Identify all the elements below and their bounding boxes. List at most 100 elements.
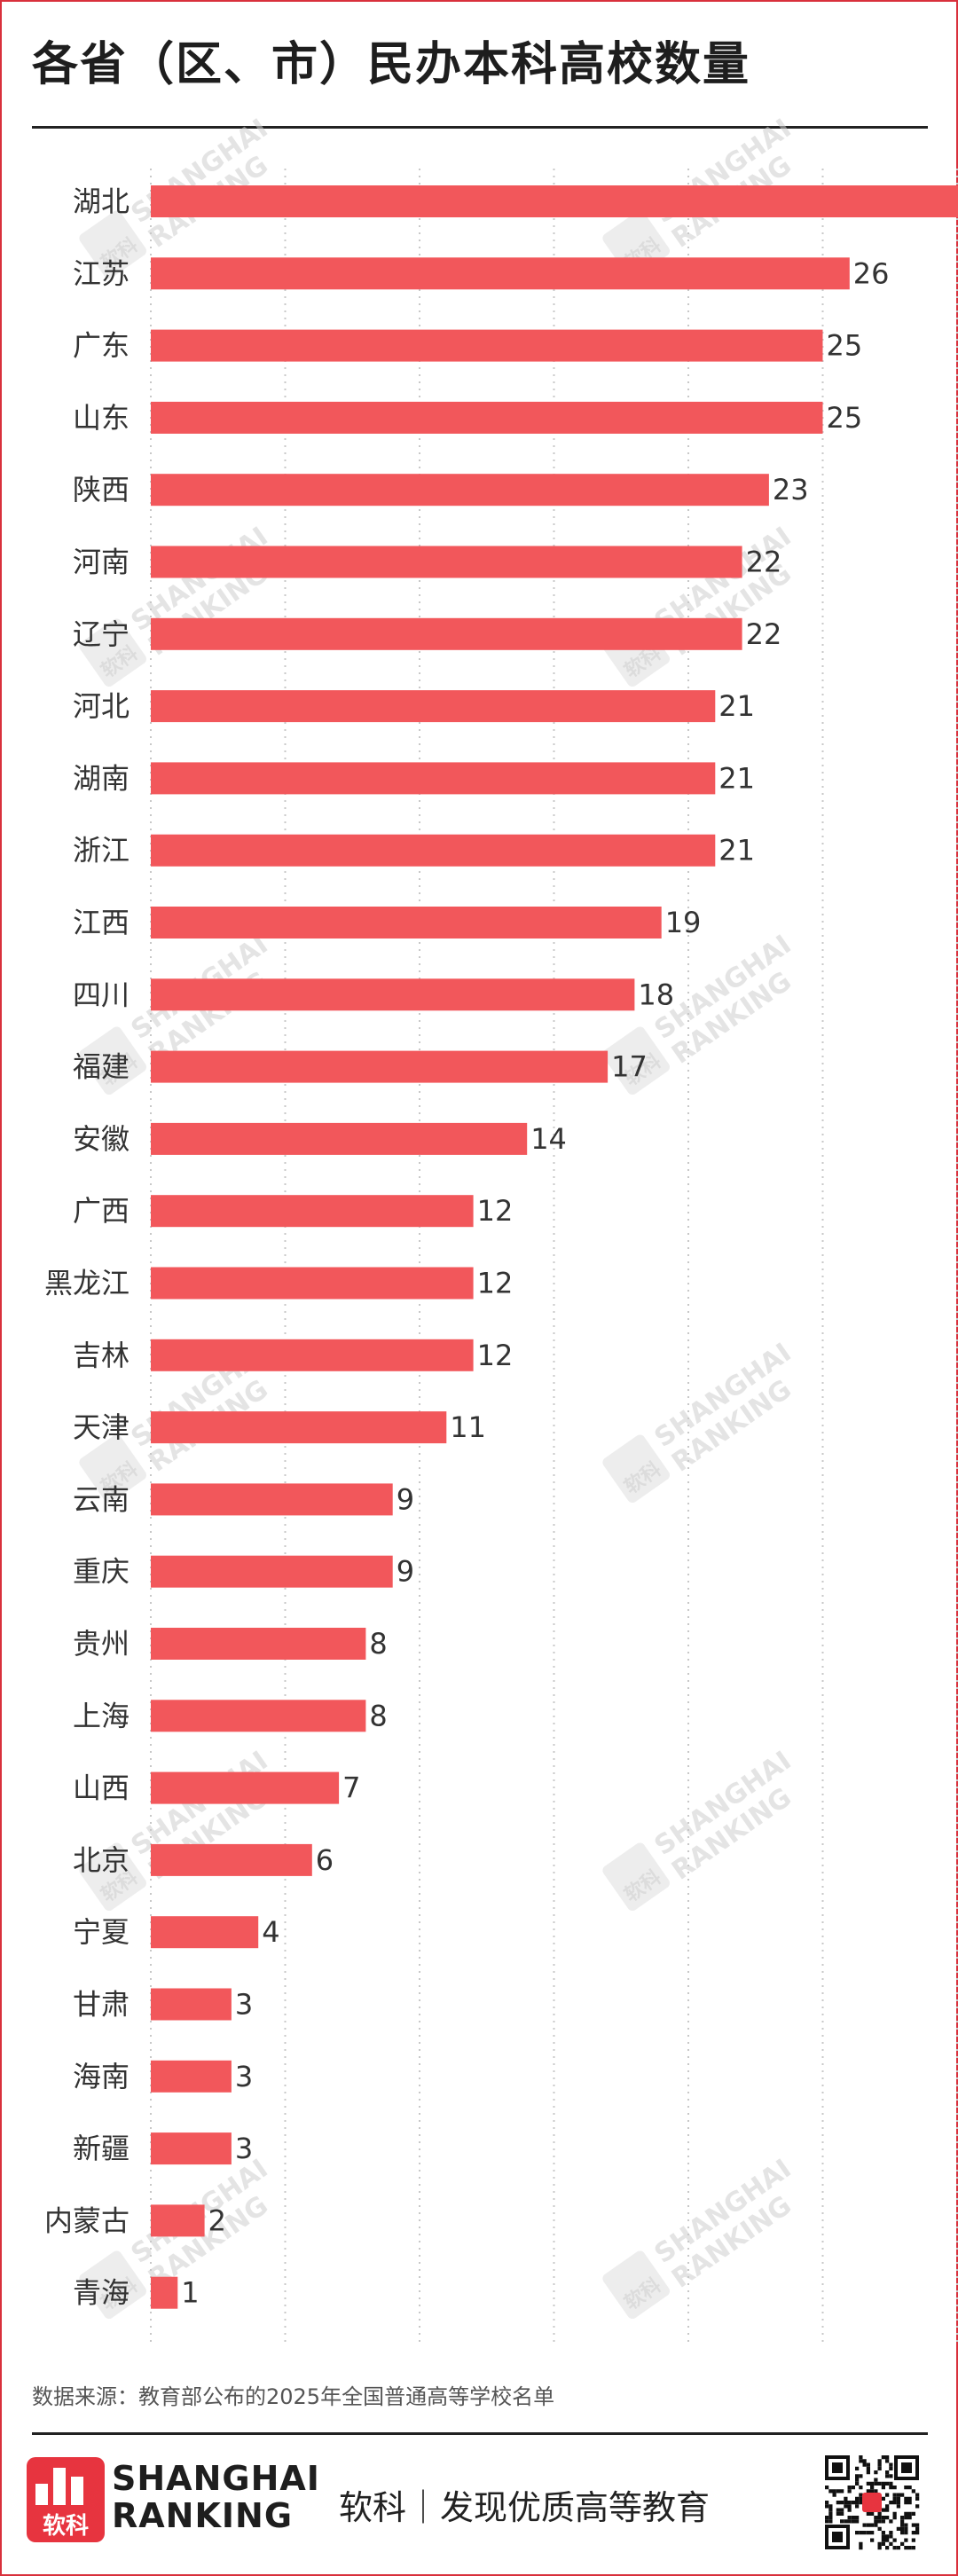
slogan: 软科｜发现优质高等教育	[339, 2488, 711, 2527]
category-label: 河南	[73, 546, 130, 579]
logo-cn-text: 软科	[43, 2513, 89, 2540]
value-label: 1	[181, 2276, 199, 2310]
category-label: 江西	[73, 906, 130, 939]
bar	[151, 1411, 447, 1444]
category-label: 内蒙古	[44, 2203, 130, 2237]
qr-code-icon	[823, 2454, 921, 2551]
bar	[151, 617, 742, 650]
page-title: 各省（区、市）民办本科高校数量	[32, 38, 751, 91]
bar	[151, 1122, 528, 1155]
category-label: 陕西	[73, 473, 130, 507]
value-label: 21	[718, 689, 755, 723]
value-label: 21	[718, 834, 755, 868]
bar	[151, 2132, 232, 2165]
category-label: 云南	[73, 1482, 130, 1516]
bar	[151, 546, 742, 578]
value-label: 22	[746, 546, 782, 579]
value-label: 7	[342, 1771, 360, 1805]
bar	[151, 2276, 178, 2309]
category-label: 海南	[73, 2060, 130, 2093]
category-label: 福建	[73, 1050, 130, 1084]
bar	[151, 1771, 340, 1804]
category-label: 甘肃	[73, 1988, 130, 2022]
category-label: 江苏	[73, 256, 130, 290]
chart-bars	[151, 185, 958, 2309]
value-label: 8	[369, 1699, 387, 1732]
category-label: 宁夏	[73, 1915, 130, 1949]
bar	[151, 1195, 474, 1228]
bar	[151, 690, 716, 723]
watermark-logo	[79, 1434, 146, 1504]
value-label: 11	[450, 1410, 486, 1444]
bar	[151, 1339, 474, 1371]
watermark-logo	[79, 210, 146, 279]
bar	[151, 978, 635, 1011]
category-label: 广西	[73, 1194, 130, 1228]
value-label: 26	[853, 256, 890, 290]
bar	[151, 762, 716, 795]
title-divider	[32, 126, 928, 129]
value-label: 25	[827, 329, 863, 363]
source-note: 数据来源：教育部公布的2025年全国普通高等学校名单	[32, 2384, 555, 2409]
watermark-logo	[602, 2250, 670, 2320]
value-label: 6	[316, 1843, 334, 1877]
category-labels: 湖北江苏广东山东陕西河南辽宁河北湖南浙江江西四川福建安徽广西黑龙江吉林天津云南重…	[44, 185, 130, 2310]
bar	[151, 1483, 393, 1516]
bar	[151, 1916, 259, 1949]
bar	[151, 257, 850, 290]
category-label: 重庆	[73, 1555, 130, 1589]
chart-grid	[150, 169, 958, 2342]
value-label: 18	[638, 978, 674, 1011]
category-label: 辽宁	[73, 617, 130, 651]
logo-wordmark: SHANGHAI RANKING	[112, 2460, 320, 2534]
watermark-logo	[602, 1434, 670, 1504]
value-label: 17	[611, 1050, 648, 1084]
value-label: 9	[397, 1482, 414, 1516]
value-label: 25	[827, 401, 863, 435]
category-label: 天津	[73, 1410, 130, 1444]
bar	[151, 1050, 609, 1083]
value-label: 3	[235, 2132, 253, 2165]
shanghai-ranking-logo: 软科	[27, 2457, 105, 2542]
watermark-logo	[79, 1842, 146, 1912]
bar	[151, 2060, 232, 2093]
bar	[151, 401, 823, 434]
value-label: 12	[477, 1194, 514, 1228]
logo-line-1: SHANGHAI	[112, 2459, 320, 2498]
watermark-logo	[602, 1026, 670, 1096]
category-label: 四川	[73, 978, 130, 1011]
category-label: 湖南	[73, 761, 130, 795]
bar	[151, 474, 769, 507]
category-label: 新疆	[73, 2132, 130, 2165]
bar	[151, 1555, 393, 1588]
bar	[151, 1267, 474, 1300]
bar	[151, 2204, 205, 2237]
bar	[151, 1988, 232, 2021]
category-label: 上海	[73, 1699, 130, 1732]
value-label: 12	[477, 1339, 514, 1372]
bar	[151, 1843, 312, 1876]
value-label: 14	[530, 1122, 567, 1156]
value-label: 4	[262, 1915, 279, 1949]
category-label: 吉林	[73, 1339, 130, 1372]
footer-divider	[32, 2432, 928, 2435]
category-label: 湖北	[73, 185, 130, 218]
watermark-logo	[602, 1842, 670, 1912]
value-label: 3	[235, 1988, 253, 2022]
category-label: 贵州	[73, 1627, 130, 1661]
watermark-logo	[79, 2250, 146, 2320]
value-label: 3	[235, 2060, 253, 2093]
value-label: 2	[208, 2203, 226, 2237]
category-label: 北京	[73, 1843, 130, 1877]
value-label: 19	[665, 906, 702, 939]
value-label: 9	[397, 1555, 414, 1589]
value-label: 8	[369, 1627, 387, 1661]
value-labels: 3326252523222221212119181714121212119988…	[181, 256, 890, 2310]
bar	[151, 329, 823, 362]
watermark-logo	[79, 618, 146, 687]
category-label: 安徽	[73, 1122, 130, 1156]
